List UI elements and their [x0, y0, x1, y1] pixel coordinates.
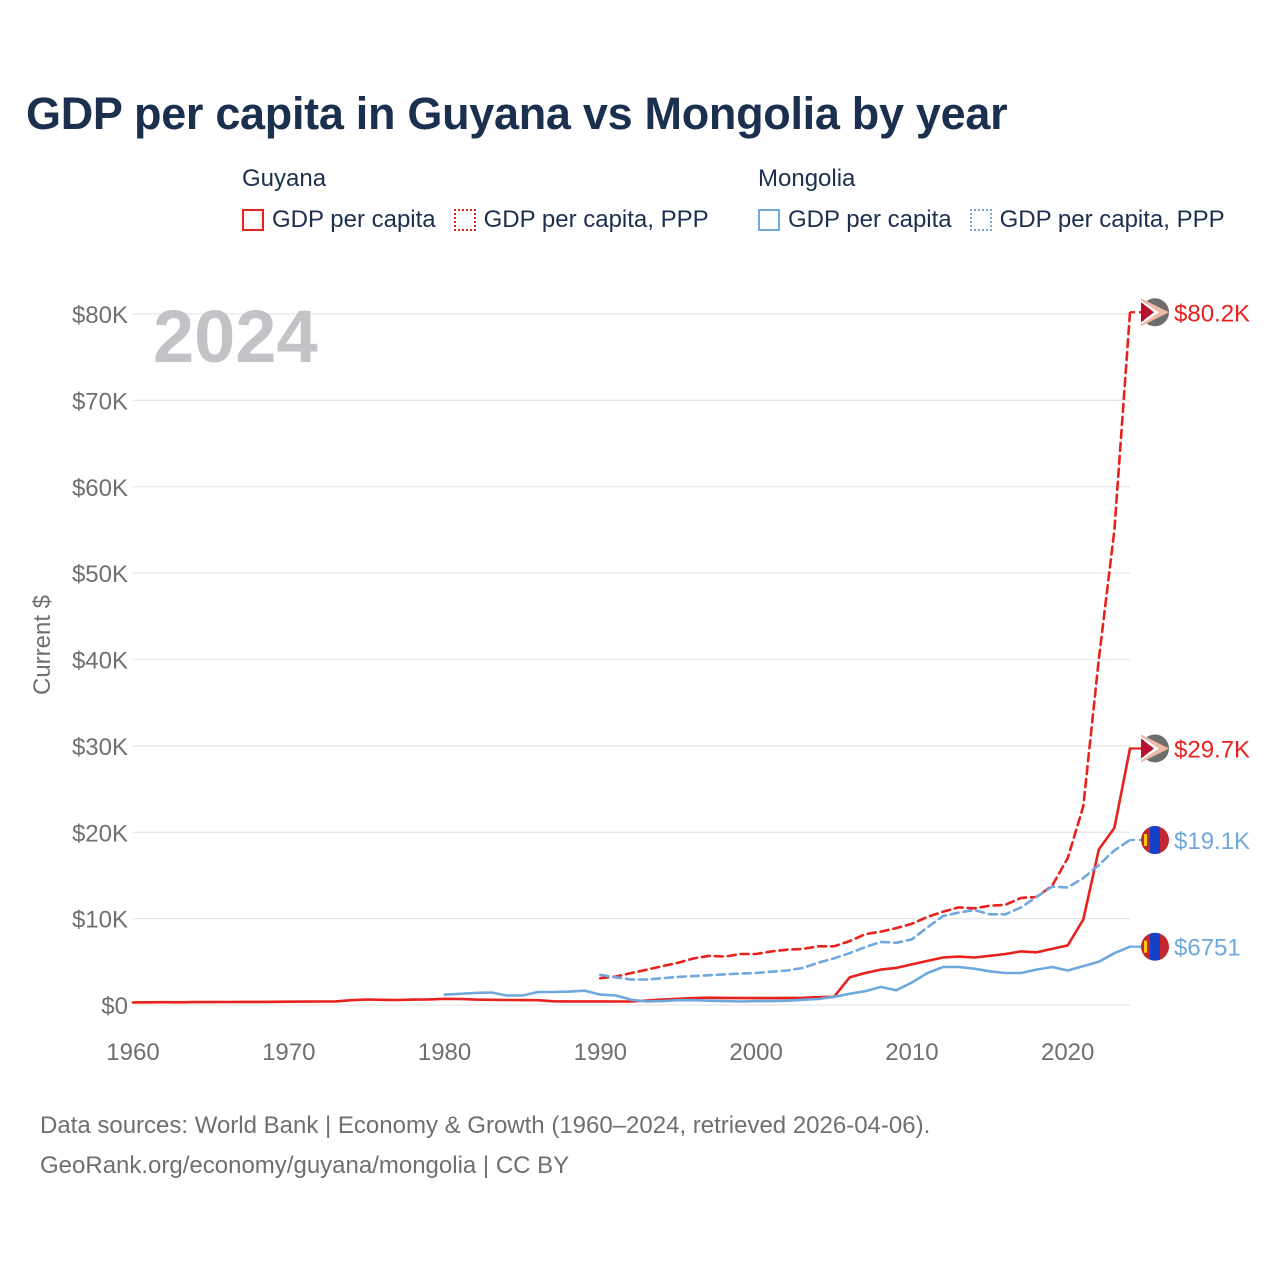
y-tick-label: $60K	[72, 475, 128, 502]
mongolia-flag-icon	[1141, 826, 1169, 855]
y-tick-label: $40K	[72, 648, 128, 675]
attribution-text: GeoRank.org/economy/guyana/mongolia | CC…	[40, 1152, 570, 1179]
legend-swatch-dotted	[969, 209, 992, 231]
legend-item-label: GDP per capita, PPP	[999, 206, 1225, 233]
end-value-label: $80.2K	[1174, 300, 1250, 327]
legend-swatch-solid	[758, 209, 780, 231]
legend-group-name: Mongolia	[758, 165, 856, 192]
series-line-guyana-gdp-ppp[interactable]	[598, 310, 1132, 980]
year-watermark: 2024	[153, 295, 318, 378]
y-tick-label: $20K	[72, 820, 128, 847]
y-tick-label: $10K	[72, 907, 128, 934]
y-tick-label: $30K	[72, 734, 128, 761]
legend-item-label: GDP per capita	[272, 206, 436, 233]
y-tick-label: $70K	[72, 388, 128, 415]
flag-triangle	[1141, 302, 1154, 323]
end-value-label: $19.1K	[1174, 828, 1250, 855]
flag-clip	[1141, 932, 1169, 961]
y-tick-label: $80K	[72, 302, 128, 329]
flag-blue	[1150, 932, 1160, 961]
legend-item-label: GDP per capita	[788, 206, 952, 233]
x-tick-label: 2020	[1041, 1039, 1094, 1066]
y-axis-label: Current $	[29, 595, 56, 695]
legend-swatch-solid	[242, 209, 264, 231]
y-tick-label: $50K	[72, 561, 128, 588]
guyana-flag-icon	[1140, 734, 1169, 763]
flag-clip	[1141, 826, 1169, 855]
x-tick-label: 1980	[418, 1039, 471, 1066]
y-tick-label: $0	[101, 993, 128, 1020]
legend-swatch-dotted	[453, 209, 476, 231]
x-tick-label: 2000	[729, 1039, 782, 1066]
legend-item-guyana-gdp-ppp[interactable]: GDP per capita, PPP	[453, 206, 709, 234]
flag-blue	[1150, 826, 1160, 855]
x-tick-label: 2010	[885, 1039, 938, 1066]
legend-item-mongolia-gdp-ppp[interactable]: GDP per capita, PPP	[969, 206, 1225, 234]
legend-item-guyana-gdp[interactable]: GDP per capita	[242, 206, 436, 234]
series-line-guyana-gdp[interactable]	[131, 747, 1132, 1004]
flag-soyombo	[1144, 940, 1147, 953]
legend-group-name: Guyana	[242, 165, 327, 192]
end-value-label: $6751	[1174, 935, 1241, 962]
footer: Data sources: World Bank | Economy & Gro…	[40, 1106, 930, 1186]
guyana-flag-icon	[1140, 298, 1169, 327]
flag-triangle	[1141, 738, 1154, 759]
x-tick-label: 1990	[574, 1039, 627, 1066]
data-sources-text: Data sources: World Bank | Economy & Gro…	[40, 1112, 931, 1139]
series-line-mongolia-gdp-ppp[interactable]	[598, 838, 1132, 981]
legend-item-mongolia-gdp[interactable]: GDP per capita	[758, 206, 952, 234]
series-line-mongolia-gdp[interactable]	[443, 945, 1132, 1003]
end-value-label: $29.7K	[1174, 736, 1250, 763]
flag-edge	[1140, 739, 1144, 758]
flag-soyombo	[1144, 834, 1147, 847]
legend-item-label: GDP per capita, PPP	[483, 206, 709, 233]
x-tick-label: 1960	[106, 1039, 159, 1066]
chart-title: GDP per capita in Guyana vs Mongolia by …	[26, 88, 1008, 139]
mongolia-flag-icon	[1141, 932, 1169, 961]
legend-group-mongolia: Mongolia GDP per capita GDP per capita, …	[758, 164, 1225, 234]
x-tick-label: 1970	[262, 1039, 315, 1066]
flag-edge	[1140, 303, 1144, 322]
legend-group-guyana: Guyana GDP per capita GDP per capita, PP…	[242, 164, 709, 234]
